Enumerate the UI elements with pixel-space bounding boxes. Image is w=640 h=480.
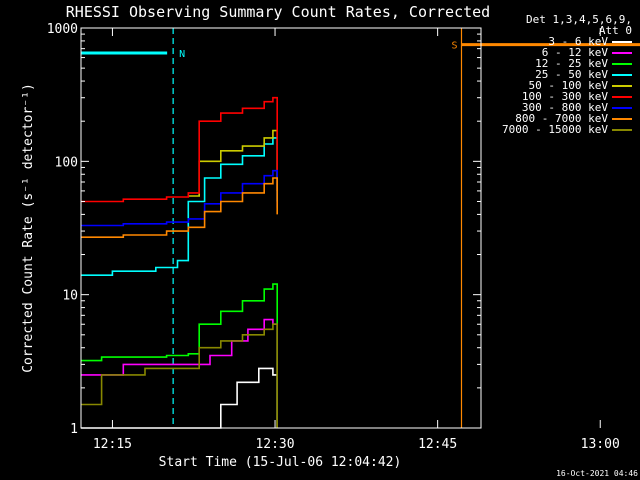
legend-item: 50 - 100 keV bbox=[457, 80, 632, 91]
legend-item-label: 12 - 25 keV bbox=[535, 57, 608, 70]
legend-item: 100 - 300 keV bbox=[457, 91, 632, 102]
legend-item-label: 7000 - 15000 keV bbox=[502, 123, 608, 136]
legend-swatch bbox=[612, 117, 632, 120]
y-tick-label: 10 bbox=[62, 289, 78, 304]
series-line-7 bbox=[81, 177, 278, 238]
series-line-8 bbox=[81, 323, 278, 428]
legend-swatch bbox=[612, 106, 632, 109]
legend-swatch bbox=[612, 128, 632, 131]
plot-frame bbox=[80, 27, 482, 429]
legend-item-label: 25 - 50 keV bbox=[535, 68, 608, 81]
x-axis-title: Start Time (15-Jul-06 12:04:42) bbox=[159, 455, 402, 470]
series-line-3 bbox=[81, 137, 278, 276]
plot-area: NS bbox=[81, 28, 640, 429]
legend-swatch bbox=[612, 84, 632, 87]
flag-label: N bbox=[179, 49, 185, 60]
x-tick-label: 13:00 bbox=[581, 437, 620, 452]
y-axis-title: Corrected Count Rate (s⁻¹ detector⁻¹) bbox=[21, 83, 36, 373]
x-tick-label: 12:45 bbox=[418, 437, 457, 452]
legend-item-label: 6 - 12 keV bbox=[541, 46, 608, 59]
legend-item: 25 - 50 keV bbox=[457, 69, 632, 80]
legend-item: 800 - 7000 keV bbox=[457, 113, 632, 124]
y-tick-label: 1000 bbox=[47, 22, 78, 37]
legend-swatch bbox=[612, 73, 632, 76]
legend-item: 6 - 12 keV bbox=[457, 47, 632, 58]
legend-item-label: 100 - 300 keV bbox=[521, 90, 608, 103]
series-line-2 bbox=[81, 283, 278, 428]
legend-item: 3 - 6 keV bbox=[457, 36, 632, 47]
x-tick-label: 12:15 bbox=[93, 437, 132, 452]
legend: Det 1,3,4,5,6,9, Att 0 3 - 6 keV 6 - 12 k… bbox=[457, 14, 632, 135]
legend-header-attenuator: Att 0 bbox=[598, 24, 632, 37]
legend-item-label: 300 - 800 keV bbox=[521, 101, 608, 114]
y-tick-label: 1 bbox=[70, 422, 78, 437]
footer-timestamp: 16-Oct-2021 04:46 bbox=[556, 469, 638, 478]
legend-item-label: 50 - 100 keV bbox=[528, 79, 608, 92]
series-line-5 bbox=[81, 96, 278, 203]
legend-swatch bbox=[612, 51, 632, 54]
x-tick-label: 12:30 bbox=[255, 437, 294, 452]
flag-label: S bbox=[451, 41, 457, 52]
y-tick-label: 100 bbox=[55, 155, 78, 170]
legend-swatch bbox=[612, 95, 632, 98]
legend-swatch bbox=[612, 62, 632, 65]
legend-item: 12 - 25 keV bbox=[457, 58, 632, 69]
chart-title: RHESSI Observing Summary Count Rates, Co… bbox=[66, 3, 490, 21]
legend-item-label: 3 - 6 keV bbox=[548, 35, 608, 48]
legend-header-detectors: Det 1,3,4,5,6,9, bbox=[526, 13, 632, 26]
legend-item: 7000 - 15000 keV bbox=[457, 124, 632, 135]
legend-swatch bbox=[612, 40, 632, 43]
legend-item: 300 - 800 keV bbox=[457, 102, 632, 113]
legend-item-label: 800 - 7000 keV bbox=[515, 112, 608, 125]
